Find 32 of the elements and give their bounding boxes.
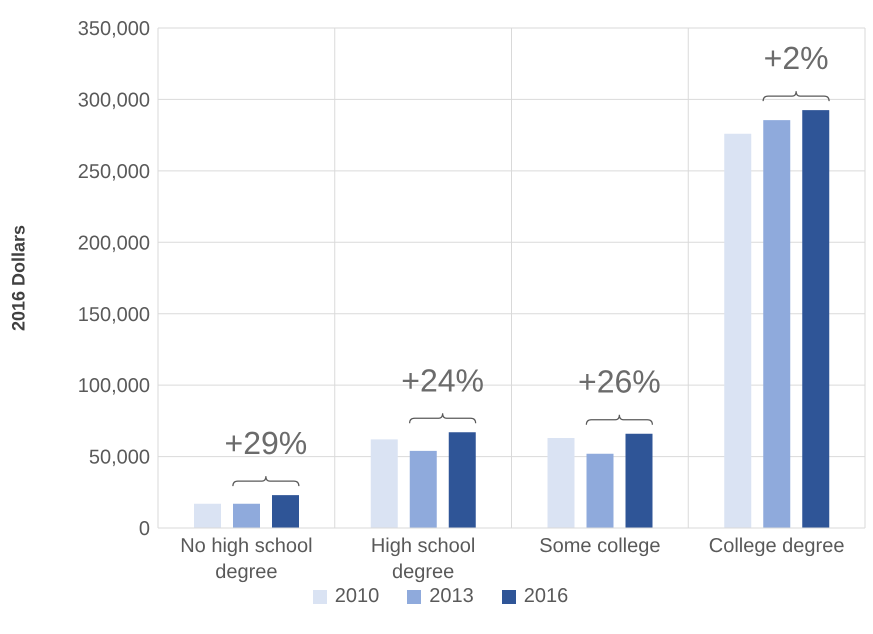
bar bbox=[763, 120, 790, 528]
bar bbox=[626, 434, 652, 528]
y-axis-title: 2016 Dollars bbox=[8, 224, 28, 332]
legend-label: 2010 bbox=[334, 585, 380, 608]
legend-label: 2013 bbox=[429, 585, 474, 608]
bar bbox=[370, 439, 398, 528]
bar bbox=[233, 504, 260, 528]
bar bbox=[410, 450, 437, 528]
annotation: +2% bbox=[764, 40, 829, 76]
y-tick-label: 50,000 bbox=[88, 446, 150, 469]
y-tick-label: 300,000 bbox=[78, 90, 150, 112]
x-tick-label: Some college bbox=[539, 535, 660, 557]
bar bbox=[724, 134, 752, 528]
x-tick-label: No high school degree bbox=[180, 535, 313, 583]
x-tick-label: High school degree bbox=[370, 535, 476, 583]
annotation: +29% bbox=[224, 425, 308, 462]
y-tick-label: 150,000 bbox=[78, 304, 150, 326]
bar bbox=[548, 438, 574, 528]
annotation: +24% bbox=[401, 362, 484, 398]
legend-label: 2016 bbox=[524, 585, 568, 608]
y-tick-label: 200,000 bbox=[78, 232, 150, 254]
bar bbox=[586, 454, 614, 528]
annotation: +26% bbox=[578, 364, 661, 400]
bar bbox=[802, 110, 830, 528]
y-tick-label: 0 bbox=[138, 518, 150, 540]
bar bbox=[448, 432, 476, 528]
bar bbox=[272, 495, 299, 528]
x-tick-label: College degree bbox=[708, 535, 844, 557]
y-tick-label: 250,000 bbox=[78, 160, 150, 183]
bar bbox=[194, 504, 221, 528]
y-tick-label: 350,000 bbox=[78, 18, 150, 40]
y-tick-label: 100,000 bbox=[78, 375, 150, 398]
